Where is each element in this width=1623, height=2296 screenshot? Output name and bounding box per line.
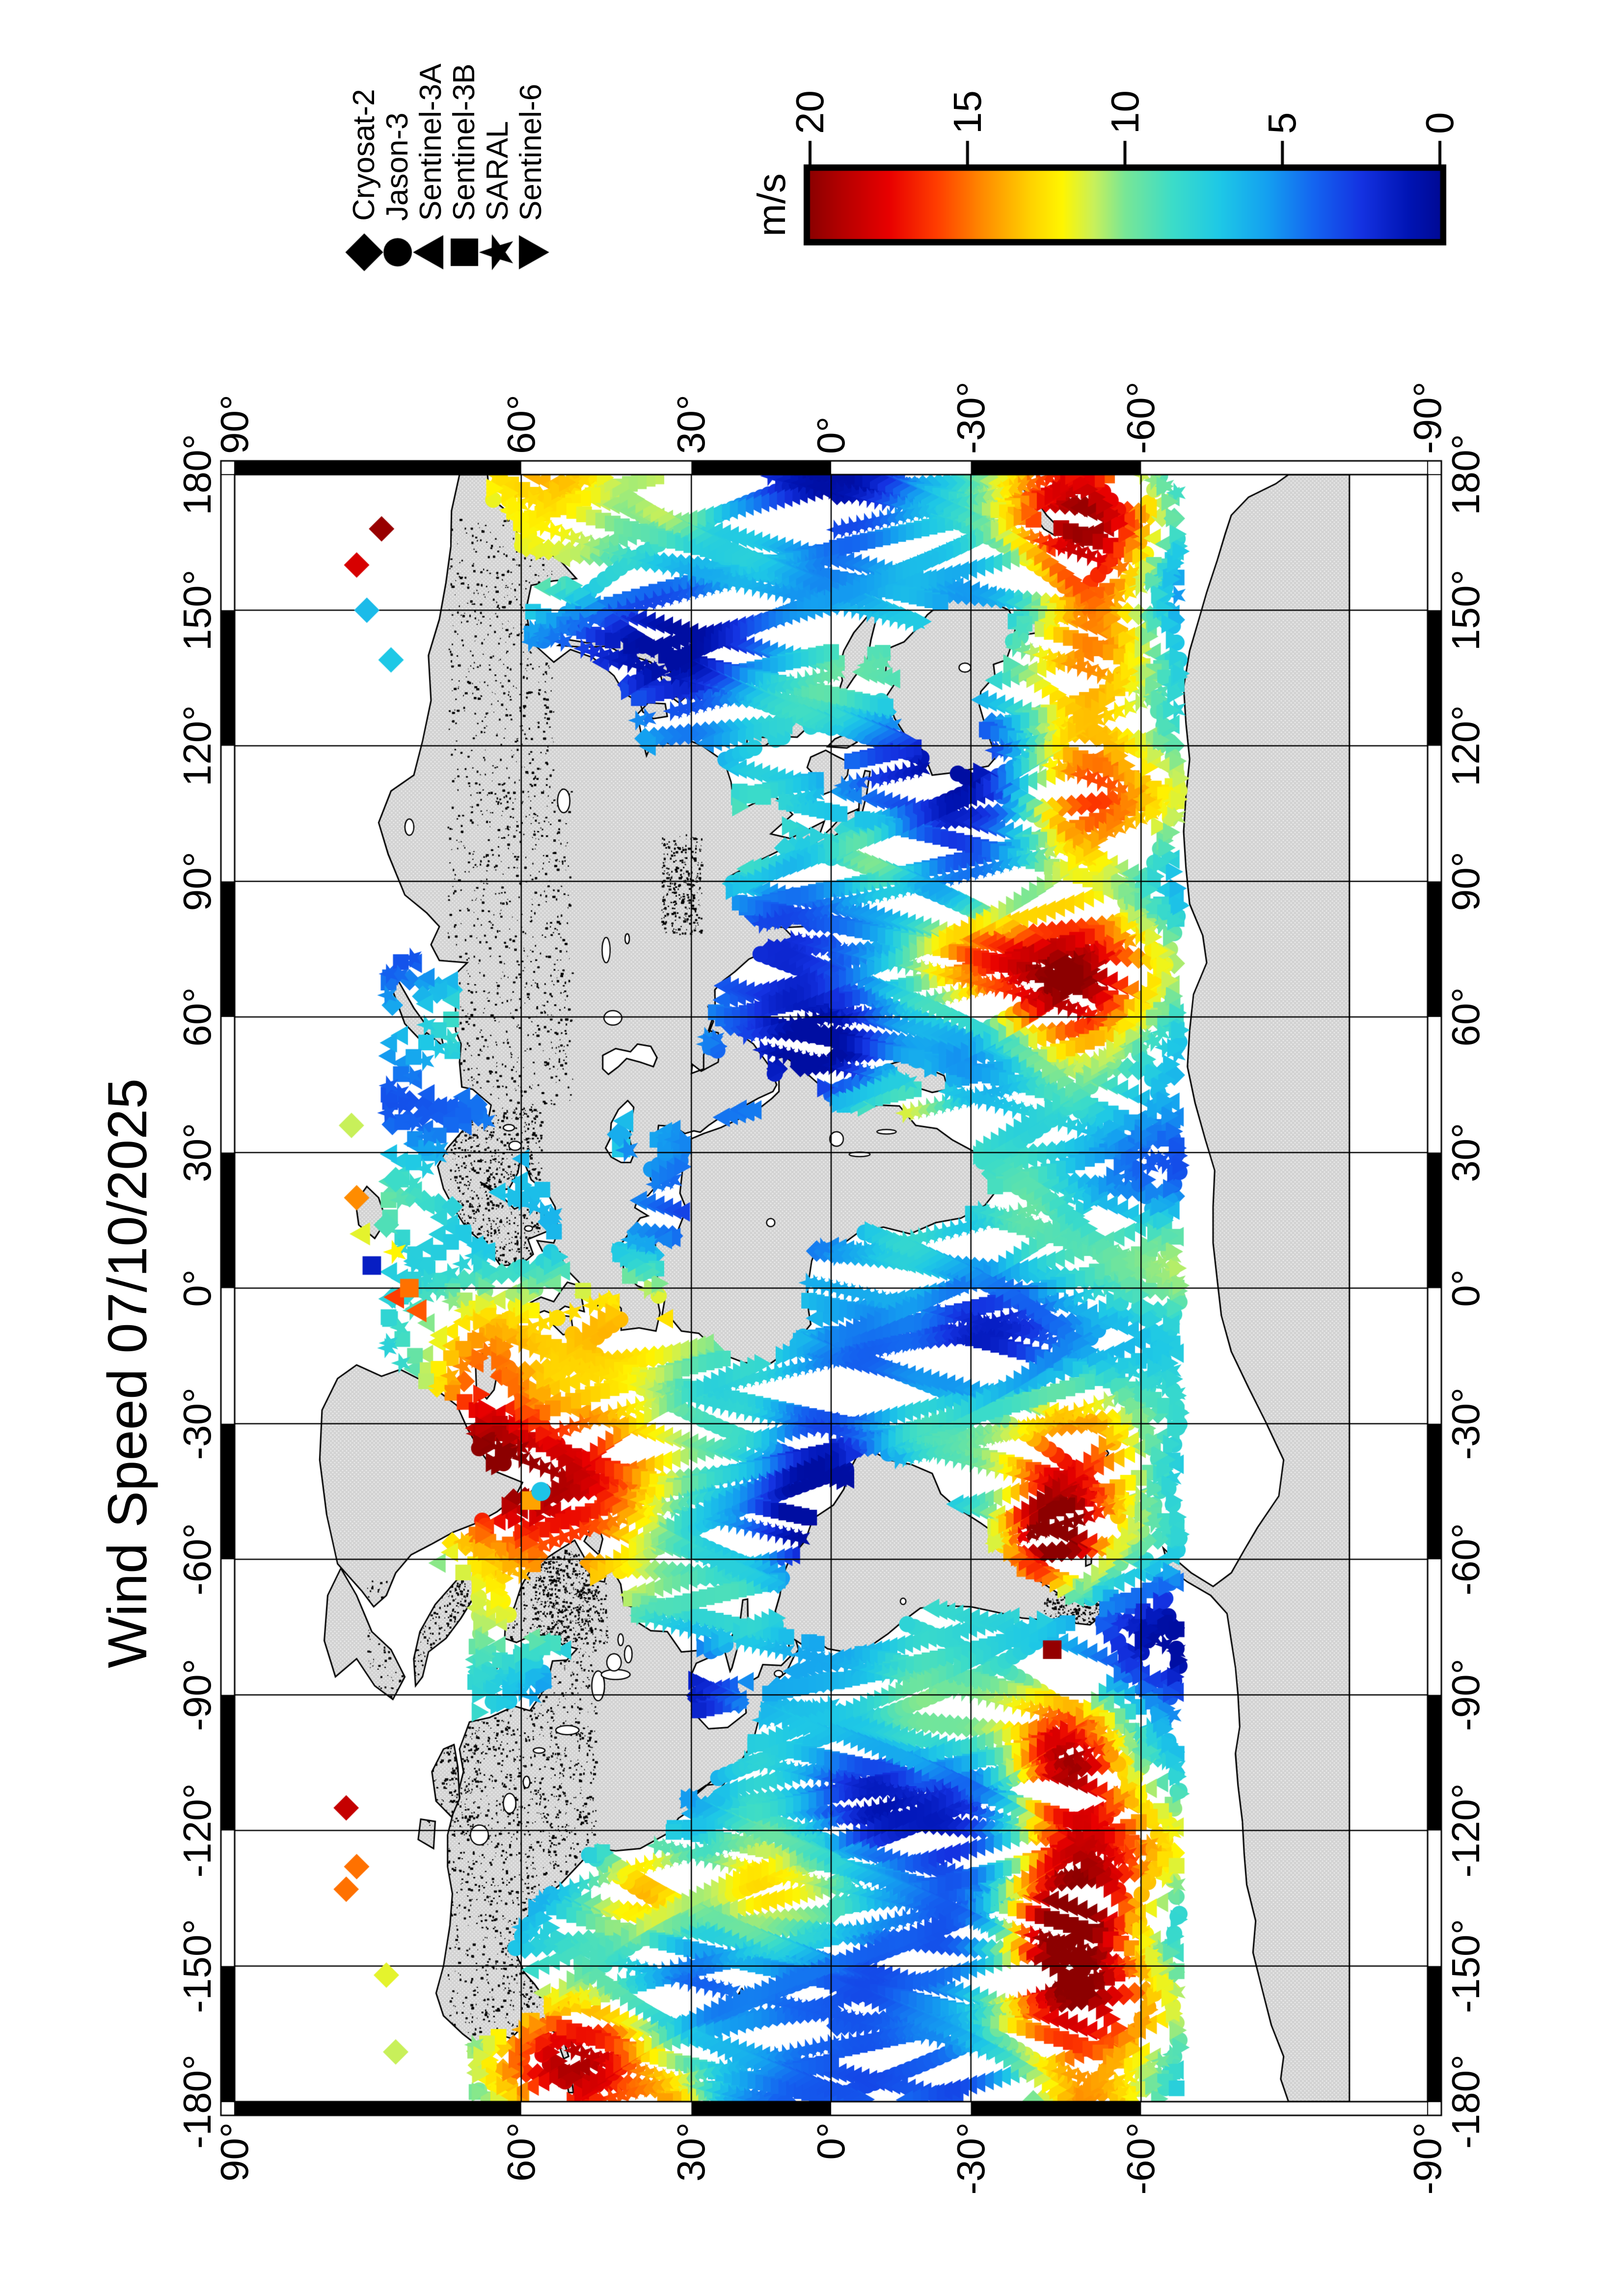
lon-label-top--120: -120° <box>175 1783 219 1878</box>
lon-label-bottom--120: -120° <box>1444 1783 1488 1878</box>
lat-label-left-30: 30° <box>669 2122 713 2182</box>
lat-label-right-60: 60° <box>499 395 543 454</box>
colorbar-tick-10: 10 <box>1103 90 1147 134</box>
lon-label-bottom-30: 30° <box>1444 1122 1488 1182</box>
lon-label-top-90: 90° <box>175 852 219 911</box>
lat-label-right-30: 30° <box>669 395 713 454</box>
legend-item-sentinel-3b: Sentinel-3B <box>447 63 481 221</box>
lon-label-bottom-180: 180° <box>1444 434 1488 515</box>
lon-label-top--180: -180° <box>175 2054 219 2149</box>
lon-label-top-60: 60° <box>175 987 219 1047</box>
lon-label-bottom--90: -90° <box>1444 1658 1488 1732</box>
colorbar-tick-0: 0 <box>1418 112 1461 134</box>
legend-item-saral: SARAL <box>481 121 514 221</box>
lon-label-bottom-90: 90° <box>1444 852 1488 911</box>
lon-label-top--90: -90° <box>175 1658 219 1732</box>
lat-label-left-90: 90° <box>213 2122 256 2182</box>
lat-label-left-0: 0° <box>809 2122 853 2160</box>
lat-label-right-90: 90° <box>213 395 256 454</box>
lon-label-bottom-0: 0° <box>1444 1269 1488 1307</box>
lon-label-top-180: 180° <box>175 434 219 515</box>
lon-label-bottom--150: -150° <box>1444 1919 1488 2013</box>
lon-label-bottom-120: 120° <box>1444 705 1488 787</box>
colorbar-tick-5: 5 <box>1260 112 1304 134</box>
lon-label-bottom--60: -60° <box>1444 1523 1488 1596</box>
lat-label-left--90: -90° <box>1406 2122 1449 2195</box>
lon-label-bottom--30: -30° <box>1444 1387 1488 1460</box>
colorbar-unit: m/s <box>750 173 793 237</box>
lon-label-top-30: 30° <box>175 1122 219 1182</box>
lon-label-top-150: 150° <box>175 569 219 651</box>
lat-label-right--90: -90° <box>1406 381 1449 454</box>
lon-label-top-0: 0° <box>175 1269 219 1307</box>
legend-item-jason-3: Jason-3 <box>380 112 414 221</box>
lat-label-right--30: -30° <box>948 381 993 454</box>
legend-item-sentinel-6: Sentinel-6 <box>514 83 548 221</box>
lon-label-top-120: 120° <box>175 705 219 787</box>
legend-item-sentinel-3a: Sentinel-3A <box>414 63 448 221</box>
lon-label-top--30: -30° <box>175 1387 219 1460</box>
lon-label-bottom-150: 150° <box>1444 569 1488 651</box>
colorbar-tick-15: 15 <box>945 90 989 134</box>
lon-label-bottom--180: -180° <box>1444 2054 1488 2149</box>
lon-label-bottom-60: 60° <box>1444 987 1488 1047</box>
lon-label-top--60: -60° <box>175 1523 219 1596</box>
lat-label-left--60: -60° <box>1119 2122 1163 2195</box>
lon-label-top--150: -150° <box>175 1919 219 2013</box>
lat-label-left-60: 60° <box>499 2122 543 2182</box>
page-title: Wind Speed 07/10/2025 <box>97 1078 158 1668</box>
legend-item-cryosat-2: Cryosat-2 <box>347 89 381 221</box>
lat-label-right-0: 0° <box>809 416 853 454</box>
lat-label-right--60: -60° <box>1119 381 1163 454</box>
colorbar-tick-20: 20 <box>788 90 832 134</box>
lat-label-left--30: -30° <box>948 2122 993 2195</box>
